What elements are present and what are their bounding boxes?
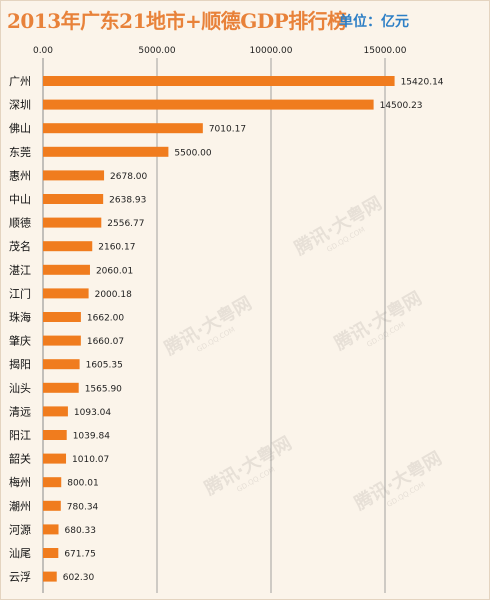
bar [43, 288, 89, 299]
x-tick-label: 5000.00 [138, 46, 175, 56]
bar [43, 76, 395, 86]
bar [43, 477, 62, 488]
bar [43, 406, 68, 417]
value-label: 602.30 [63, 573, 95, 583]
value-label: 780.34 [67, 502, 99, 512]
category-label: 潮州 [9, 499, 31, 513]
watermark-text: 腾讯·大粤网 [291, 192, 386, 259]
x-tick-label: 10000.00 [250, 46, 293, 56]
value-label: 1565.90 [85, 384, 122, 394]
category-label: 韶关 [9, 452, 31, 466]
category-label: 汕头 [9, 382, 31, 395]
category-label: 汕尾 [9, 547, 31, 560]
bar [43, 241, 93, 252]
category-label: 云浮 [9, 571, 31, 584]
category-label: 湛江 [9, 264, 31, 277]
bar [43, 146, 169, 157]
bar [43, 194, 104, 204]
watermark-text: 腾讯·大粤网 [161, 292, 256, 359]
watermark-text: 腾讯·大粤网 [201, 432, 296, 499]
value-label: 2000.18 [95, 290, 132, 300]
bar [43, 430, 67, 440]
value-label: 671.75 [64, 550, 96, 560]
value-label: 800.01 [67, 479, 99, 489]
chart-title: 2013年广东21地市+顺德GDP排行榜 [7, 9, 347, 33]
value-label: 1093.04 [74, 408, 111, 418]
bar [43, 264, 90, 275]
category-label: 顺德 [9, 216, 31, 230]
bar [43, 382, 79, 393]
bar [43, 524, 59, 535]
bar [43, 500, 61, 511]
category-label: 深圳 [9, 99, 31, 112]
bar [43, 335, 81, 346]
value-label: 2556.77 [107, 219, 144, 229]
watermark-text: 腾讯·大粤网 [351, 447, 446, 514]
category-label: 东莞 [9, 146, 31, 159]
category-label: 珠海 [9, 310, 31, 324]
bar [43, 359, 80, 370]
bar [43, 217, 102, 228]
bar [43, 571, 57, 582]
bar [43, 99, 374, 110]
value-label: 15420.14 [401, 78, 444, 88]
value-label: 1662.00 [87, 314, 124, 324]
category-label: 佛山 [9, 122, 31, 135]
watermark-text: 腾讯·大粤网 [331, 287, 426, 354]
value-label: 2060.01 [96, 266, 133, 276]
bar [43, 453, 67, 464]
category-label: 广州 [9, 75, 31, 88]
value-label: 2638.93 [109, 196, 146, 206]
category-label: 梅州 [9, 475, 31, 489]
category-label: 阳江 [9, 429, 31, 442]
bar [43, 170, 105, 181]
x-tick-label: 0.00 [33, 46, 53, 56]
value-label: 7010.17 [209, 125, 246, 135]
category-label: 揭阳 [9, 357, 31, 371]
category-label: 肇庆 [9, 334, 31, 348]
value-label: 5500.00 [174, 148, 211, 158]
bar [43, 312, 81, 322]
category-label: 惠州 [9, 168, 31, 182]
value-label: 680.33 [65, 526, 97, 536]
x-tick-label: 15000.00 [364, 46, 407, 56]
category-label: 茂名 [9, 239, 31, 253]
value-label: 2678.00 [110, 172, 147, 182]
value-label: 1010.07 [72, 455, 109, 465]
value-label: 1605.35 [86, 361, 123, 371]
unit-label: 单位：亿元 [339, 14, 409, 30]
value-label: 1039.84 [73, 432, 110, 442]
category-label: 中山 [9, 193, 31, 206]
category-label: 清远 [9, 405, 31, 418]
bar [43, 548, 59, 558]
value-label: 1660.07 [87, 337, 124, 347]
category-label: 河源 [9, 522, 31, 536]
value-label: 2160.17 [98, 243, 135, 253]
value-label: 14500.23 [380, 101, 423, 111]
bar [43, 123, 203, 134]
category-label: 江门 [9, 286, 31, 300]
